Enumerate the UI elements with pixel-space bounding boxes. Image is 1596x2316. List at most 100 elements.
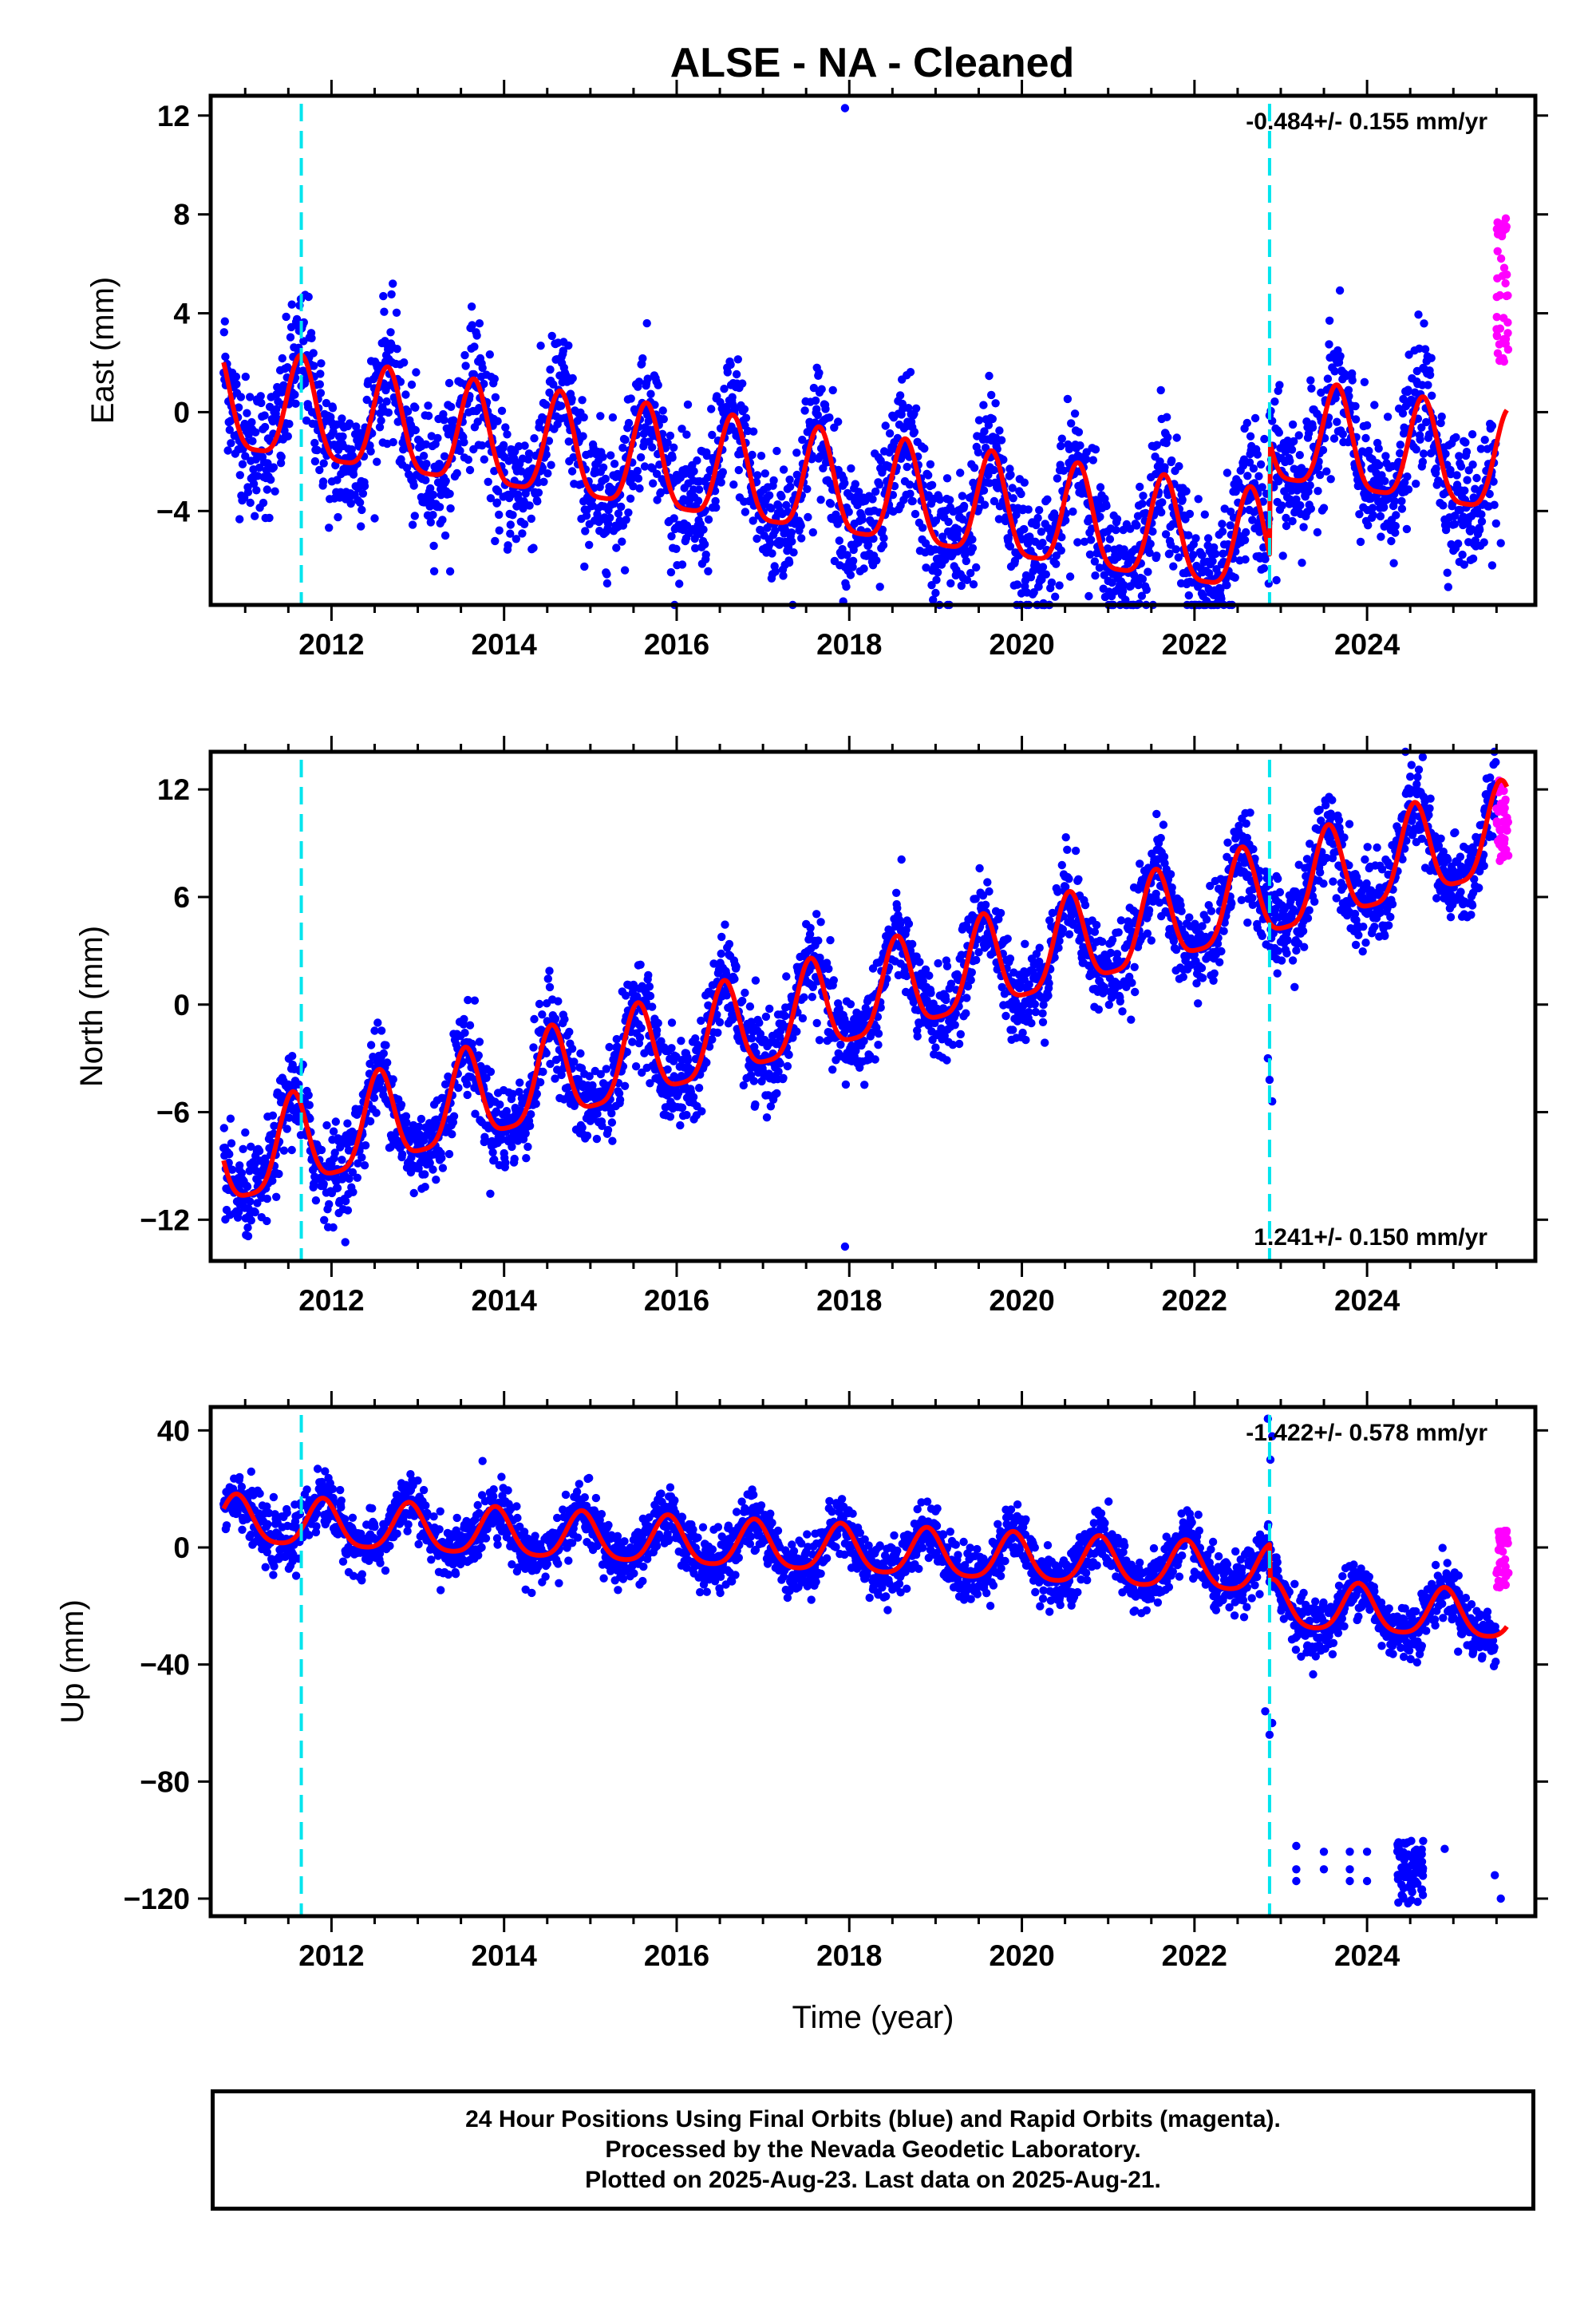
east-point [559,346,567,355]
north-point [950,1021,959,1030]
east-point [675,579,684,588]
north-point [360,1161,369,1170]
east-point [944,517,953,527]
east-point [690,534,699,543]
east-point [1294,431,1303,440]
east-point [981,443,990,453]
east-point [1138,500,1147,508]
east-point [771,567,780,576]
east-point [717,478,725,487]
east-point [728,393,737,401]
east-point [269,463,279,472]
east-point [693,456,701,465]
east-point [786,482,795,491]
east-point [456,446,464,456]
east-point [648,443,657,452]
east-point [1381,476,1389,485]
east-point [704,567,713,575]
east-point [734,465,743,475]
north-point [722,991,731,1000]
east-point [422,460,431,468]
east-point [408,520,417,529]
north-point [1021,1035,1030,1045]
east-point [322,398,331,408]
east-point [267,475,275,484]
north-point [372,1109,381,1117]
east-point [1381,452,1390,460]
east-point [962,556,971,566]
north-point [792,1027,801,1036]
east-point [547,331,556,341]
east-point [1194,495,1203,504]
east-point [286,322,296,332]
north-point [904,919,914,928]
north-point [798,1014,808,1023]
east-point [932,575,941,584]
east-point [712,503,721,512]
north-point [358,1153,366,1162]
east-point [1231,573,1239,582]
east-point [333,476,342,484]
east-point [445,489,454,498]
east-point [1336,352,1345,361]
east-rapid-point [1495,290,1504,300]
north-point [985,887,994,896]
east-point [893,433,903,443]
east-point [1055,581,1064,590]
north-point [496,1100,504,1109]
east-point [740,405,749,413]
north-point [772,1089,781,1098]
north-point [635,1034,645,1042]
east-point [1443,568,1452,577]
north-point [522,1154,531,1163]
north-point [475,1037,484,1046]
north-point [689,1093,698,1101]
east-point [798,435,807,445]
east-point [766,539,775,547]
east-point [910,428,919,437]
north-point [311,1196,321,1205]
north-point [942,995,950,1005]
east-point [1377,532,1385,541]
east-point [1024,505,1033,514]
north-point [721,920,729,929]
east-point [614,509,623,518]
east-point [1185,509,1195,519]
east-point [1491,519,1501,528]
north-point [931,1043,940,1052]
east-point [984,470,993,480]
east-point [347,445,356,454]
east-point [906,489,915,498]
east-point [524,449,534,458]
north-point [543,974,552,983]
east-point [549,380,558,389]
east-point [1163,413,1171,421]
north-point [677,1037,685,1045]
east-point [905,480,915,489]
east-point [678,425,686,433]
east-point [718,468,727,476]
east-point [260,411,269,420]
east-point [1313,528,1322,537]
east-point [257,398,266,408]
east-point [1437,412,1446,421]
east-point [593,510,602,519]
east-point [1160,463,1169,472]
east-point [539,477,548,486]
east-point [409,481,418,490]
east-y-axis-label: East (mm) [85,277,120,424]
east-point [1038,539,1047,547]
north-point [219,1124,228,1132]
east-point [826,500,836,508]
east-point [879,534,888,543]
east-point [959,501,969,511]
east-point [241,372,250,381]
east-point [1452,433,1460,442]
east-point [429,541,438,551]
east-point [1329,434,1339,443]
north-point [322,1120,331,1130]
east-point [1298,559,1306,567]
east-point [1047,578,1057,587]
east-point [708,430,717,440]
